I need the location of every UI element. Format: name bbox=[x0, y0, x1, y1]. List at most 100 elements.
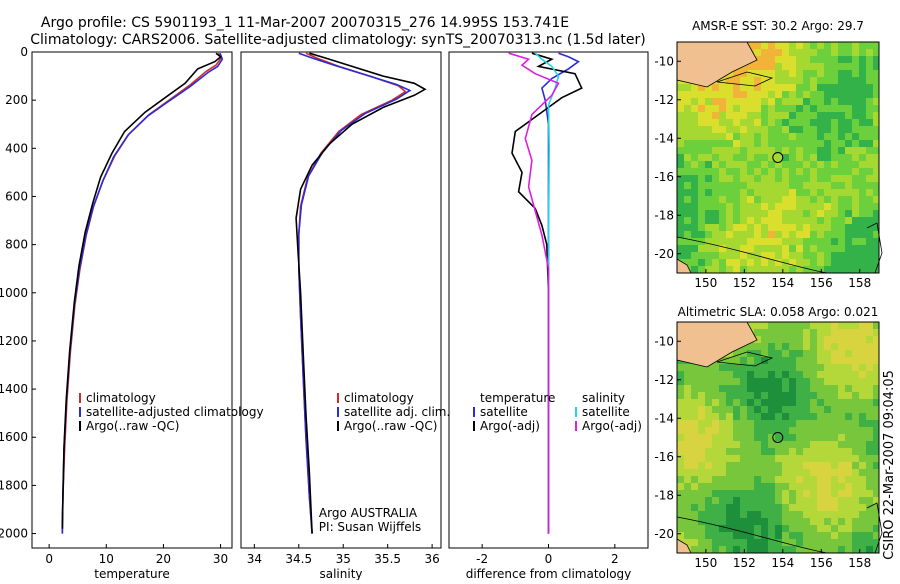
sla-map-cell bbox=[852, 546, 859, 553]
sla-map-cell bbox=[733, 504, 740, 511]
sla-map-cell bbox=[796, 441, 803, 448]
sla-map-cell bbox=[810, 420, 817, 427]
sla-map-cell bbox=[775, 532, 782, 539]
sst-map-cell bbox=[726, 196, 733, 203]
sla-map-cell bbox=[852, 357, 859, 364]
sst-map-cell bbox=[677, 140, 684, 147]
sla-map-cell bbox=[705, 511, 712, 518]
sla-map-cell bbox=[677, 455, 684, 462]
sst-map-cell bbox=[845, 224, 852, 231]
sla-map-cell bbox=[691, 448, 698, 455]
sst-map-cell bbox=[866, 105, 873, 112]
sla-map-cell bbox=[726, 448, 733, 455]
sla-map-cell bbox=[712, 441, 719, 448]
sla-map-cell bbox=[859, 364, 866, 371]
sla-map-cell bbox=[705, 455, 712, 462]
sst-map-cell bbox=[782, 182, 789, 189]
sla-map-cell bbox=[740, 364, 747, 371]
sla-map-cell bbox=[684, 413, 691, 420]
sst-map-cell bbox=[803, 112, 810, 119]
sst-map-cell bbox=[768, 56, 775, 63]
sst-map-cell bbox=[684, 224, 691, 231]
sst-map-cell bbox=[796, 91, 803, 98]
sst-map-cell bbox=[719, 84, 726, 91]
sla-map-cell bbox=[726, 371, 733, 378]
sst-map-cell bbox=[824, 56, 831, 63]
sla-map-cell bbox=[691, 525, 698, 532]
sla-map-cell bbox=[810, 490, 817, 497]
sla-map-cell bbox=[845, 420, 852, 427]
sla-map-cell bbox=[684, 378, 691, 385]
sst-map-cell bbox=[866, 210, 873, 217]
sst-map-cell bbox=[803, 266, 810, 273]
sst-map-cell bbox=[698, 105, 705, 112]
sst-map-cell bbox=[845, 217, 852, 224]
sst-map-cell bbox=[747, 133, 754, 140]
sla-map-cell bbox=[761, 476, 768, 483]
sla-map-cell bbox=[754, 546, 761, 553]
sla-map-cell bbox=[754, 371, 761, 378]
sst-map-cell bbox=[852, 105, 859, 112]
sst-map-cell bbox=[740, 238, 747, 245]
sla-map-cell bbox=[768, 329, 775, 336]
sla-map-cell bbox=[845, 525, 852, 532]
sla-map-cell bbox=[852, 413, 859, 420]
sst-map-cell bbox=[852, 266, 859, 273]
sst-map-cell bbox=[873, 231, 879, 238]
sst-map-cell bbox=[747, 182, 754, 189]
sst-map-cell bbox=[789, 217, 796, 224]
sla-map-cell bbox=[803, 511, 810, 518]
sla-map-cell bbox=[691, 371, 698, 378]
sst-map-cell bbox=[775, 49, 782, 56]
sla-map-cell bbox=[845, 539, 852, 546]
sla-map-cell bbox=[733, 483, 740, 490]
sst-map-cell bbox=[817, 98, 824, 105]
sst-map-cell bbox=[852, 126, 859, 133]
sst-map-cell bbox=[873, 70, 879, 77]
sla-map-cell bbox=[761, 378, 768, 385]
sla-map-cell bbox=[691, 462, 698, 469]
sst-map-cell bbox=[845, 196, 852, 203]
sla-map-cell bbox=[726, 378, 733, 385]
sla-map-cell bbox=[824, 525, 831, 532]
sla-map-cell bbox=[677, 420, 684, 427]
sst-map-cell bbox=[866, 98, 873, 105]
sla-map-cell bbox=[775, 343, 782, 350]
sla-map-cell bbox=[698, 511, 705, 518]
sla-map-cell bbox=[817, 462, 824, 469]
sla-map-cell bbox=[761, 427, 768, 434]
sst-map-cell bbox=[873, 91, 879, 98]
sla-map-cell bbox=[684, 497, 691, 504]
sla-map-cell bbox=[789, 539, 796, 546]
sla-map-cell bbox=[824, 385, 831, 392]
sla-map-cell bbox=[866, 511, 873, 518]
sst-map-cell bbox=[789, 56, 796, 63]
sla-map-cell bbox=[866, 490, 873, 497]
sla-map-cell bbox=[761, 406, 768, 413]
sla-map-cell bbox=[782, 490, 789, 497]
sst-map-cell bbox=[677, 238, 684, 245]
sla-map-cell bbox=[824, 371, 831, 378]
sla-map-cell bbox=[817, 497, 824, 504]
sst-map-cell bbox=[775, 98, 782, 105]
sst-map-cell bbox=[733, 168, 740, 175]
sla-map-cell bbox=[859, 469, 866, 476]
sst-map-cell bbox=[684, 133, 691, 140]
sla-map-cell bbox=[838, 469, 845, 476]
sst-map-cell bbox=[761, 112, 768, 119]
sst-map-cell bbox=[677, 203, 684, 210]
sla-map-cell bbox=[796, 336, 803, 343]
sst-map-cell bbox=[838, 119, 845, 126]
sst-map-cell bbox=[852, 203, 859, 210]
sst-map-cell bbox=[817, 154, 824, 161]
sst-map-cell bbox=[831, 147, 838, 154]
sla-map-cell bbox=[817, 546, 824, 553]
sst-map-cell bbox=[796, 119, 803, 126]
sst-map-cell bbox=[852, 63, 859, 70]
sst-map-cell bbox=[747, 175, 754, 182]
sla-map-cell bbox=[852, 371, 859, 378]
sst-map-cell bbox=[754, 105, 761, 112]
sst-map-cell bbox=[817, 238, 824, 245]
sst-map-cell bbox=[873, 84, 879, 91]
